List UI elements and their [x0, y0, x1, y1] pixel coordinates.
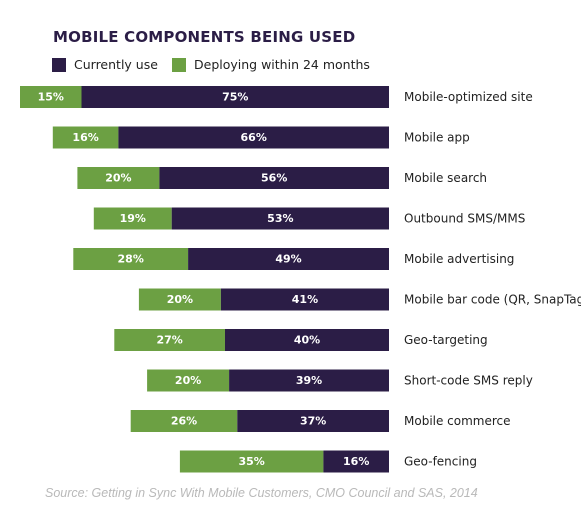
bar-deploying-8	[130, 410, 238, 432]
source-note: Source: Getting in Sync With Mobile Cust…	[45, 486, 478, 500]
bar-deploying-6	[114, 329, 225, 351]
data-label-current-1: 66%	[241, 131, 267, 144]
data-label-current-9: 16%	[343, 455, 369, 468]
bar-deploying-4	[73, 248, 189, 270]
category-label-9: Geo-fencing	[404, 455, 477, 469]
data-label-deploying-9: 35%	[238, 455, 264, 468]
data-label-current-4: 49%	[275, 253, 301, 266]
bar-current-3	[171, 207, 389, 230]
data-label-current-0: 75%	[222, 91, 248, 104]
bar-current-2	[159, 167, 389, 189]
chart-title: MOBILE COMPONENTS BEING USED	[53, 28, 356, 46]
bar-deploying-2	[77, 167, 160, 189]
category-label-6: Geo-targeting	[404, 333, 488, 347]
data-label-deploying-0: 15%	[38, 91, 64, 104]
data-label-current-2: 56%	[261, 172, 287, 185]
data-label-current-7: 39%	[296, 374, 322, 387]
bar-current-4	[188, 248, 389, 270]
data-label-deploying-7: 20%	[175, 374, 201, 387]
legend-swatch-currently-use	[52, 57, 66, 72]
bar-deploying-3	[93, 207, 172, 230]
data-label-deploying-2: 20%	[105, 172, 131, 185]
data-label-deploying-3: 19%	[120, 212, 146, 225]
category-label-5: Mobile bar code (QR, SnapTag)	[404, 293, 581, 307]
data-label-current-6: 40%	[294, 334, 320, 347]
category-label-4: Mobile advertising	[404, 252, 514, 266]
data-label-current-3: 53%	[267, 212, 293, 225]
data-label-deploying-5: 20%	[167, 293, 193, 306]
data-label-current-8: 37%	[300, 415, 326, 428]
data-label-current-5: 41%	[292, 293, 318, 306]
bar-current-5	[220, 288, 389, 311]
data-label-deploying-8: 26%	[171, 415, 197, 428]
bar-deploying-7	[147, 369, 230, 392]
legend-label-deploying: Deploying within 24 months	[194, 57, 370, 72]
bar-current-8	[237, 410, 389, 432]
legend-label-currently-use: Currently use	[74, 57, 158, 72]
bar-deploying-5	[138, 288, 221, 311]
data-label-deploying-1: 16%	[72, 131, 98, 144]
bar-deploying-9	[179, 450, 324, 473]
bar-deploying-1	[52, 126, 119, 149]
category-label-1: Mobile app	[404, 131, 470, 145]
legend-swatch-deploying	[172, 57, 186, 72]
category-label-2: Mobile search	[404, 171, 487, 185]
bar-deploying-0	[20, 86, 82, 108]
bar-current-9	[323, 450, 389, 473]
category-label-0: Mobile-optimized site	[404, 90, 533, 104]
data-label-deploying-4: 28%	[118, 253, 144, 266]
category-label-8: Mobile commerce	[404, 414, 511, 428]
category-label-3: Outbound SMS/MMS	[404, 212, 525, 226]
category-label-7: Short-code SMS reply	[404, 374, 533, 388]
bar-current-0	[81, 86, 389, 108]
bar-current-1	[118, 126, 390, 149]
data-label-deploying-6: 27%	[156, 334, 182, 347]
legend-item-currently-use: Currently use	[52, 57, 158, 72]
bar-current-7	[229, 369, 389, 392]
legend-item-deploying: Deploying within 24 months	[172, 57, 370, 72]
bar-current-6	[225, 329, 389, 351]
